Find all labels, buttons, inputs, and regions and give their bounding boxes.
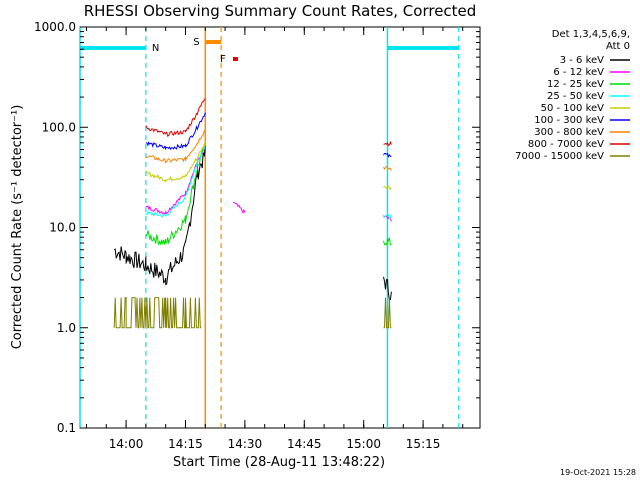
x-tick-label: 15:15 — [406, 437, 441, 451]
y-tick-label: 10.0 — [49, 221, 76, 235]
legend-header: Att 0 — [606, 41, 630, 52]
footer-date: 19-Oct-2021 15:28 — [560, 468, 636, 477]
legend-label: 12 - 25 keV — [547, 79, 604, 90]
x-axis: 14:00 14:15 14:30 14:45 15:00 15:15 — [85, 27, 464, 451]
series-line — [383, 276, 392, 301]
x-tick-label: 14:15 — [168, 437, 203, 451]
series-line — [383, 185, 392, 191]
legend-label: 7000 - 15000 keV — [515, 151, 604, 162]
legend-label: 300 - 800 keV — [534, 127, 604, 138]
x-tick-label: 15:00 — [346, 437, 381, 451]
series-line — [383, 237, 392, 246]
series-line — [145, 146, 206, 218]
series-line — [113, 297, 202, 329]
series-line — [232, 201, 246, 215]
y-tick-label: 1.0 — [57, 321, 76, 335]
series-line — [145, 141, 206, 183]
chart-title: RHESSI Observing Summary Count Rates, Co… — [84, 2, 477, 20]
legend-label: 6 - 12 keV — [553, 67, 604, 78]
x-tick-label: 14:00 — [109, 437, 144, 451]
y-tick-label: 1000.0 — [34, 20, 76, 34]
plot-frame — [79, 26, 481, 429]
x-axis-label: Start Time (28-Aug-11 13:48:22) — [173, 455, 385, 470]
series-line — [383, 213, 392, 219]
series-line — [145, 112, 206, 151]
saa-label: S — [193, 37, 199, 48]
series-line — [383, 140, 392, 147]
y-tick-label: 0.1 — [57, 421, 76, 435]
y-axis-label: Corrected Count Rate (s⁻¹ detector⁻¹) — [10, 105, 25, 350]
y-axis: 0.1 1.0 10.0 100.0 1000.0 — [34, 20, 480, 435]
legend-header: Det 1,3,4,5,6,9, — [552, 29, 630, 40]
series-line — [113, 146, 206, 286]
series-line — [383, 165, 392, 172]
series-line — [145, 98, 206, 137]
legend-label: 50 - 100 keV — [541, 103, 605, 114]
series-line — [383, 152, 392, 158]
night-label: N — [152, 43, 159, 54]
legend-label: 3 - 6 keV — [560, 55, 604, 66]
legend-label: 25 - 50 keV — [547, 91, 604, 102]
series-line — [145, 147, 206, 215]
series-line — [145, 129, 206, 164]
flare-label: F — [220, 54, 226, 65]
y-tick-label: 100.0 — [42, 120, 76, 134]
x-tick-label: 14:45 — [287, 437, 322, 451]
series-line — [145, 142, 206, 246]
plot-area: N S F — [79, 26, 481, 429]
x-tick-label: 14:30 — [228, 437, 263, 451]
series-line — [383, 297, 392, 329]
legend-label: 800 - 7000 keV — [528, 139, 604, 150]
legend-label: 100 - 300 keV — [534, 115, 604, 126]
